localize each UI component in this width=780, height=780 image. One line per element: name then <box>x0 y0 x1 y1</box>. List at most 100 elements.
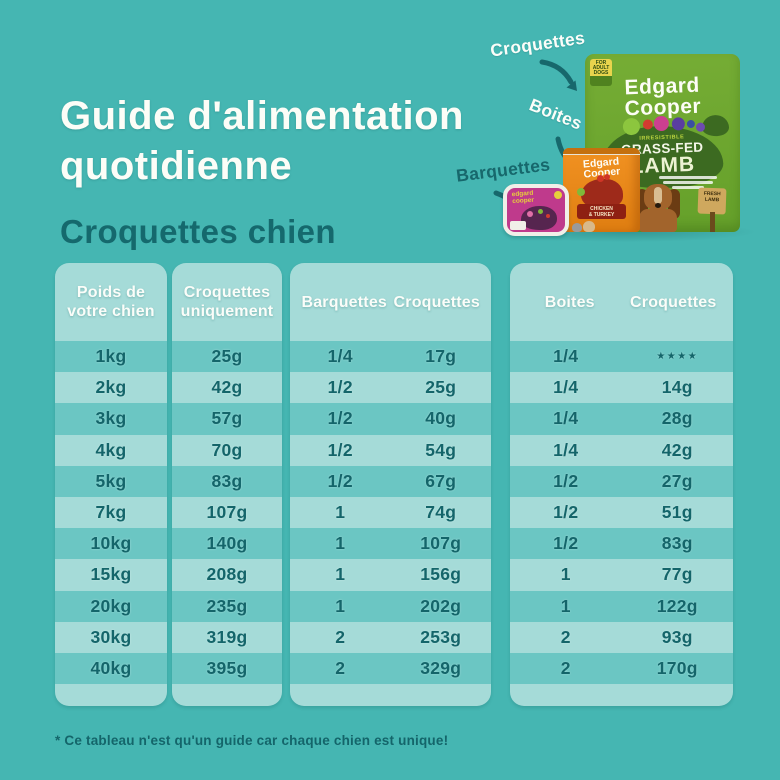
table-cell: 70g <box>211 439 243 460</box>
table-row: 319g <box>172 622 282 653</box>
bag-tag-label: FOR ADULT DOGS <box>590 59 612 76</box>
column-group-header: Boites Croquettes <box>510 263 733 341</box>
column-group-header: Barquettes Croquettes <box>290 263 491 341</box>
table-cell: 10kg <box>90 533 132 554</box>
table-cell: 140g <box>206 533 248 554</box>
table-row: 2kg <box>55 372 167 403</box>
table-row: 5kg <box>55 465 167 497</box>
table-cell: 83g <box>661 533 693 554</box>
table-cell: 1/2 <box>327 470 353 491</box>
table-cell: 51g <box>661 502 693 523</box>
label-boites: Boites <box>526 94 586 134</box>
table-row: 83g <box>172 465 282 497</box>
table-cell: 208g <box>206 564 248 585</box>
table-cell: 15kg <box>90 564 132 585</box>
table-cell: 7kg <box>95 502 127 523</box>
table-row: 1 156g <box>290 559 491 590</box>
table-row: 40kg <box>55 652 167 685</box>
table-row: 42g <box>172 372 282 403</box>
tray-image: edgard cooper <box>503 184 569 236</box>
table-cell: 1kg <box>95 346 127 367</box>
table-row: 15kg <box>55 559 167 590</box>
wooden-sign: FRESH LAMB <box>697 187 728 232</box>
table-row: 235g <box>172 590 282 622</box>
table-cell: 2kg <box>95 377 127 398</box>
column-header: Barquettes <box>301 293 388 311</box>
table-row: 1/2 27g <box>510 465 733 497</box>
table-row: 1/2 40g <box>290 403 491 435</box>
table-cell: 74g <box>425 502 457 523</box>
table-row: 208g <box>172 559 282 590</box>
title-line-1: Guide d'alimentation <box>60 93 464 138</box>
table-cell: 395g <box>206 657 248 678</box>
table-cell: 2 <box>560 657 571 678</box>
bag-brand-logo: Edgard Cooper <box>584 73 740 121</box>
table-row: 1/4 42g <box>510 435 733 466</box>
table-cell: 1/2 <box>553 533 579 554</box>
table-cell: 1 <box>335 595 346 616</box>
page-title: Guide d'alimentation quotidienne <box>60 91 464 191</box>
bag-tag: FOR ADULT DOGS <box>590 59 612 86</box>
table-row: 1 122g <box>510 590 733 622</box>
chicken-comb <box>597 175 604 182</box>
table-cell: 235g <box>206 595 248 616</box>
column-group-weight: Poids de votre chien 1kg 2kg 3kg 4kg 5kg 7kg 1… <box>55 263 167 706</box>
table-row: 57g <box>172 403 282 435</box>
table-row: 140g <box>172 528 282 560</box>
table-cell: 1 <box>335 564 346 585</box>
product-showcase: FOR ADULT DOGS Edgard Cooper IRRESISTIBLE… <box>440 22 770 247</box>
tray-small-label <box>510 221 526 230</box>
table-row: 1/2 25g <box>290 372 491 403</box>
dot-pink-icon <box>527 211 533 217</box>
table-cell: 14g <box>661 377 693 398</box>
table-row: 20kg <box>55 590 167 622</box>
table-row: 2 93g <box>510 622 733 653</box>
table-cell: 253g <box>420 626 462 647</box>
column-header: Croquettes <box>630 293 717 311</box>
table-row: 1 107g <box>290 528 491 560</box>
bag-fine-print <box>657 176 719 191</box>
table-cell: 1/2 <box>553 502 579 523</box>
table-cell: 93g <box>661 626 693 647</box>
column-group-trays-kibble: Barquettes Croquettes 1/4 17g 1/2 25g 1/2 40g 1… <box>290 263 491 706</box>
table-row: 1/4 14g <box>510 372 733 403</box>
wooden-sign-text: FRESH LAMB <box>697 187 727 215</box>
dog-illustration <box>635 182 681 232</box>
column-header: Boites <box>544 293 595 311</box>
table-cell: 40g <box>425 408 457 429</box>
table-row: 1 74g <box>290 497 491 528</box>
table-cell: 1/4 <box>553 346 579 367</box>
table-cell: 5kg <box>95 470 127 491</box>
dog-muzzle-stripe <box>654 187 662 204</box>
table-cell: 1/4 <box>327 346 353 367</box>
table-row: 1/2 54g <box>290 435 491 466</box>
table-row: 10kg <box>55 528 167 560</box>
table-cell: 170g <box>656 657 698 678</box>
table-cell: ★★★★ <box>656 351 699 363</box>
table-row: 107g <box>172 497 282 528</box>
apple-dot-icon <box>577 188 585 196</box>
table-row: 4kg <box>55 435 167 466</box>
table-row: 1kg <box>55 341 167 373</box>
table-row: 1 202g <box>290 590 491 622</box>
table-row: 1/2 83g <box>510 528 733 560</box>
can-flavor-banner: CHICKEN & TURKEY <box>577 204 626 219</box>
arrow-to-bag-icon <box>539 59 577 91</box>
table-cell: 67g <box>425 470 457 491</box>
table-cell: 2 <box>560 626 571 647</box>
tray-dog-illustration <box>521 206 557 230</box>
tray-brand-logo: edgard cooper <box>511 189 535 205</box>
table-row: 25g <box>172 341 282 373</box>
table-cell: 27g <box>661 470 693 491</box>
page-subtitle: Croquettes chien <box>60 213 336 251</box>
table-cell: 107g <box>206 502 248 523</box>
footnote: * Ce tableau n'est qu'un guide car chaqu… <box>55 733 449 748</box>
column-group-header: Croquettes uniquement <box>172 263 282 341</box>
table-cell: 20kg <box>90 595 132 616</box>
table-cell: 1/4 <box>553 439 579 460</box>
dog-body <box>639 209 677 232</box>
table-cell: 25g <box>425 377 457 398</box>
table-cell: 156g <box>420 564 462 585</box>
table-row: 1/2 51g <box>510 497 733 528</box>
